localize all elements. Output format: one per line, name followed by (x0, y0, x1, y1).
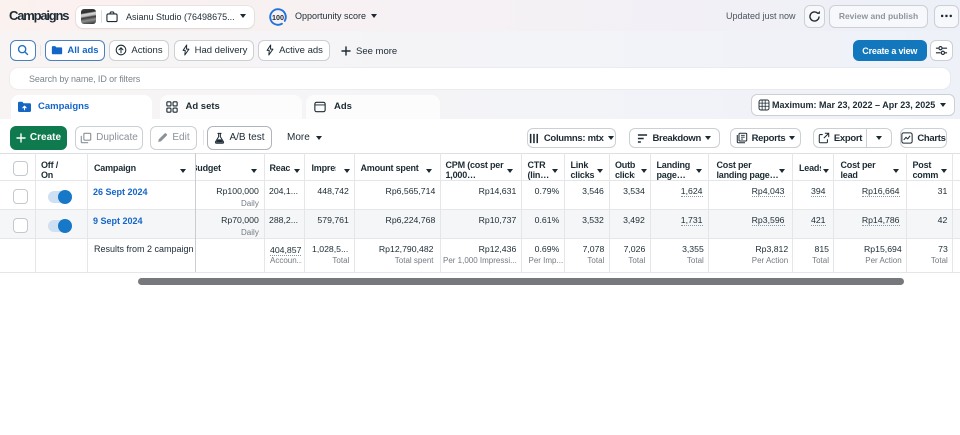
svg-text:100: 100 (272, 12, 284, 21)
